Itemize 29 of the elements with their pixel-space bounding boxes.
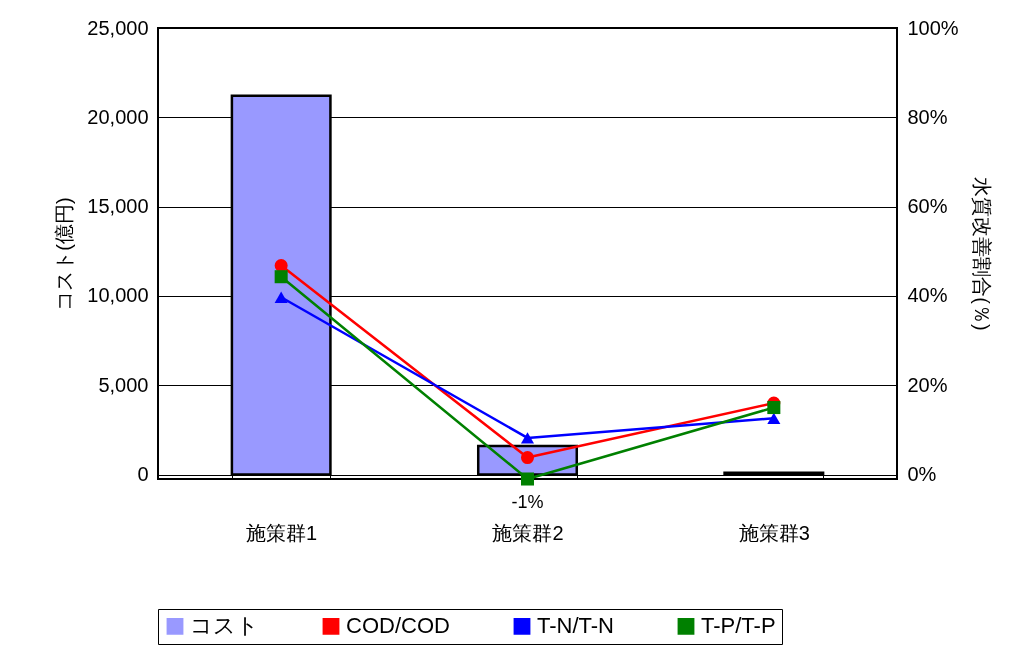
point xyxy=(274,291,288,303)
y-tick-label: 25,000 xyxy=(87,16,149,39)
point xyxy=(520,472,535,486)
y2-tick-label: 100% xyxy=(907,16,959,39)
y2-tick-label: 60% xyxy=(907,195,948,218)
y-tick-label: 10,000 xyxy=(87,284,149,307)
point xyxy=(520,432,535,444)
y-tick-label: 20,000 xyxy=(87,105,149,128)
y-tick-label: 0 xyxy=(137,463,149,486)
point xyxy=(767,412,781,424)
data-label: -1% xyxy=(511,492,544,512)
legend-label: コスト xyxy=(190,613,259,639)
y2-tick-label: 0% xyxy=(907,463,937,486)
y-tick-label: 5,000 xyxy=(98,373,149,396)
point xyxy=(520,451,535,465)
y2-tick-label: 40% xyxy=(907,284,948,307)
point xyxy=(767,401,781,415)
legend-label: T-P/T-P xyxy=(701,613,776,639)
y-tick-label: 15,000 xyxy=(87,195,149,218)
y2-tick-label: 80% xyxy=(907,105,948,128)
y-axis-title: コスト(億円) xyxy=(53,197,76,311)
x-tick-label: 施策群2 xyxy=(492,521,564,544)
x-tick-label: 施策群3 xyxy=(738,521,810,544)
legend-label: COD/COD xyxy=(346,613,450,639)
y2-tick-label: 20% xyxy=(907,373,948,396)
x-tick-label: 施策群1 xyxy=(246,521,318,544)
legend-label: T-N/T-N xyxy=(537,613,614,639)
y2-axis-title: 水質改善割合(％) xyxy=(970,177,993,331)
point xyxy=(274,270,288,284)
